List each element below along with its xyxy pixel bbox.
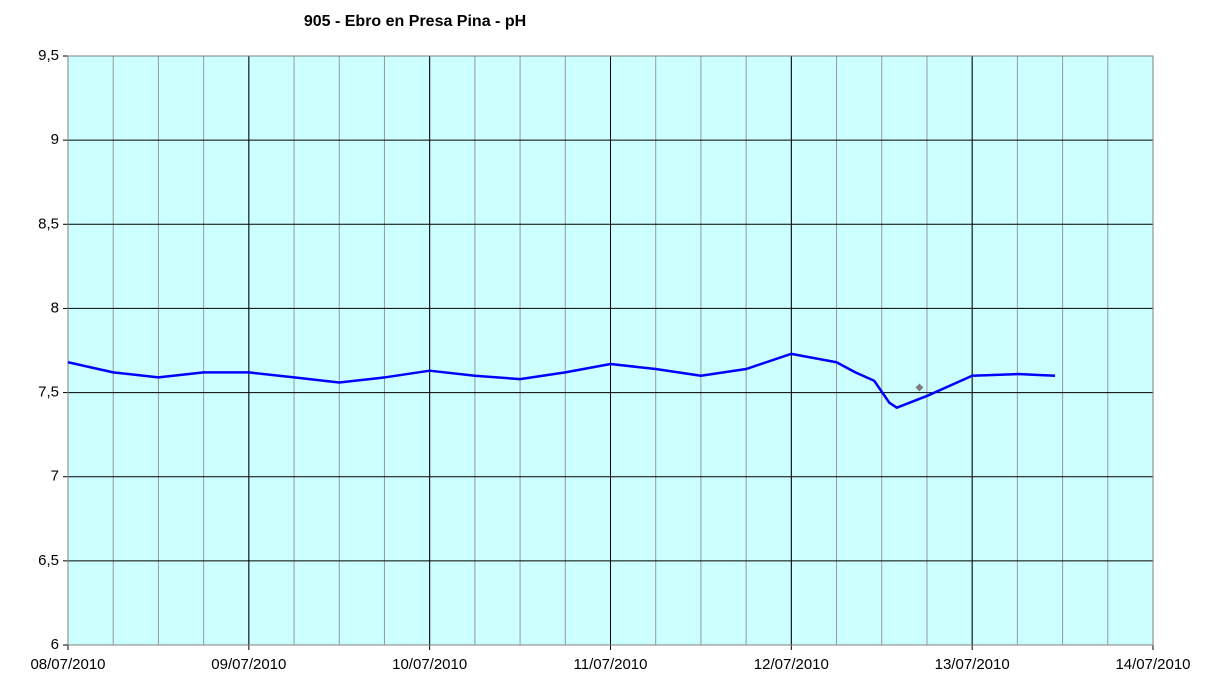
y-tick-label: 6,5 (38, 552, 59, 569)
x-tick-label: 11/07/2010 (574, 656, 648, 673)
chart-title: 905 - Ebro en Presa Pina - pH (304, 13, 526, 30)
x-tick-label: 13/07/2010 (935, 656, 1010, 673)
point (915, 383, 924, 392)
y-tick-label: 8 (51, 299, 59, 316)
y-tick-label: 8,5 (38, 215, 59, 232)
x-tick-label: 09/07/2010 (211, 656, 286, 673)
line (67, 352, 1056, 409)
y-tick-label: 9 (51, 131, 59, 148)
y-tick-label: 9,5 (38, 47, 59, 64)
x-tick-label: 12/07/2010 (754, 656, 829, 673)
y-tick-label: 6 (51, 636, 59, 653)
x-tick-label: 08/07/2010 (30, 656, 105, 673)
y-tick-label: 7,5 (38, 384, 59, 401)
x-tick-label: 14/07/2010 (1115, 656, 1190, 673)
plot-border (67, 55, 1154, 646)
y-tick-label: 7 (51, 468, 59, 485)
x-tick-label: 10/07/2010 (392, 656, 467, 673)
